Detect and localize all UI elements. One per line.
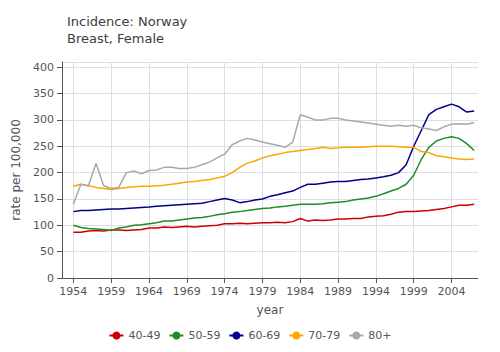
svg-text:1979: 1979	[248, 285, 276, 298]
svg-text:150: 150	[33, 192, 54, 205]
svg-text:1999: 1999	[400, 285, 428, 298]
svg-text:1989: 1989	[324, 285, 352, 298]
svg-text:200: 200	[33, 166, 54, 179]
svg-text:250: 250	[33, 140, 54, 153]
svg-text:Breast, Female: Breast, Female	[67, 31, 164, 46]
svg-text:year: year	[257, 303, 284, 317]
svg-text:60-69: 60-69	[248, 329, 280, 342]
svg-text:2004: 2004	[438, 285, 466, 298]
svg-text:0: 0	[47, 272, 54, 285]
svg-text:350: 350	[33, 87, 54, 100]
svg-text:50-59: 50-59	[188, 329, 220, 342]
svg-text:400: 400	[33, 61, 54, 74]
svg-text:80+: 80+	[368, 329, 391, 342]
svg-text:70-79: 70-79	[308, 329, 340, 342]
svg-text:50: 50	[40, 245, 54, 258]
svg-text:1974: 1974	[211, 285, 239, 298]
svg-text:1994: 1994	[362, 285, 390, 298]
svg-text:100: 100	[33, 219, 54, 232]
svg-text:1964: 1964	[135, 285, 163, 298]
svg-text:1954: 1954	[59, 285, 87, 298]
svg-text:300: 300	[33, 113, 54, 126]
svg-text:1959: 1959	[97, 285, 125, 298]
svg-text:40-49: 40-49	[128, 329, 160, 342]
svg-text:1984: 1984	[286, 285, 314, 298]
svg-text:Incidence: Norway: Incidence: Norway	[67, 14, 188, 29]
svg-text:1969: 1969	[173, 285, 201, 298]
svg-text:rate per 100,000: rate per 100,000	[9, 119, 23, 221]
